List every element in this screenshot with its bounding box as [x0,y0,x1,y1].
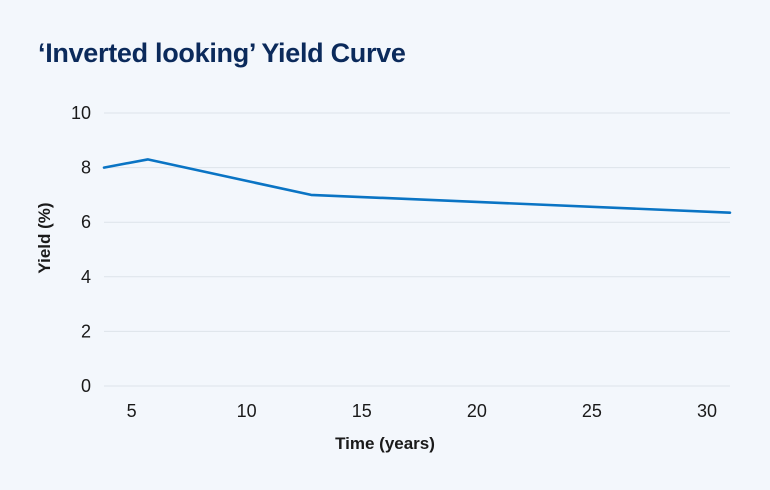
x-tick-label: 30 [697,401,717,421]
x-tick-label: 25 [582,401,602,421]
y-tick-label: 6 [81,212,91,232]
x-axis-label: Time (years) [335,434,435,453]
y-tick-label: 2 [81,321,91,341]
y-axis-label: Yield (%) [35,202,54,273]
x-tick-label: 20 [467,401,487,421]
y-tick-label: 0 [81,376,91,396]
x-tick-label: 15 [352,401,372,421]
x-axis-ticks: 5 10 15 20 25 30 [127,401,717,421]
y-axis-ticks: 0 2 4 6 8 10 [71,103,91,396]
x-tick-label: 10 [237,401,257,421]
series-line-0 [102,158,732,214]
chart-title: ‘Inverted looking’ Yield Curve [38,38,406,68]
series-group [102,158,732,214]
y-tick-label: 4 [81,267,91,287]
y-tick-label: 10 [71,103,91,123]
x-tick-label: 5 [127,401,137,421]
y-tick-label: 8 [81,158,91,178]
gridlines [104,112,730,387]
